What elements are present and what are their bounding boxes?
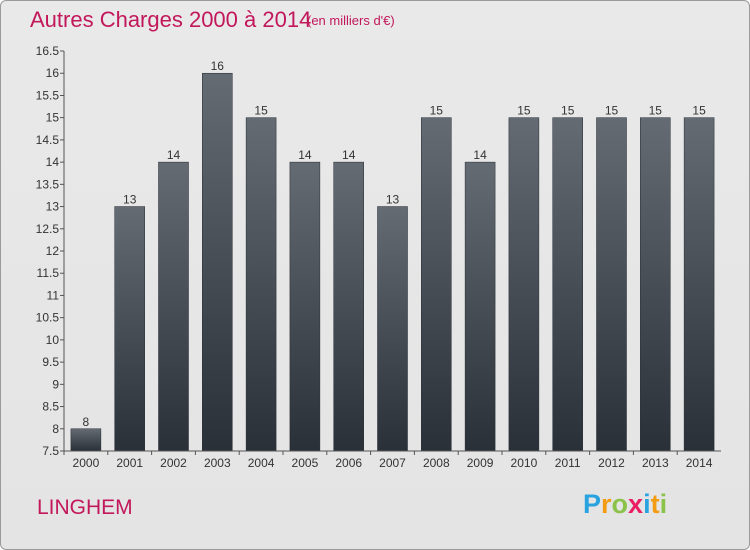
y-tick-label: 10.5 bbox=[36, 311, 60, 325]
bar-2000 bbox=[70, 428, 102, 452]
y-tick-label: 15.5 bbox=[36, 88, 60, 102]
commune-name: LINGHEM bbox=[37, 496, 133, 519]
x-tick-label: 2009 bbox=[467, 456, 494, 470]
data-label: 16 bbox=[211, 59, 225, 73]
bar-2010 bbox=[508, 117, 540, 452]
x-tick-label: 2010 bbox=[511, 456, 538, 470]
y-tick-label: 16 bbox=[46, 66, 60, 80]
bars: 8 13 14 16 15 14 14 13 15 14 15 15 15 15 15 bbox=[70, 59, 715, 452]
y-tick-label: 16.5 bbox=[36, 44, 60, 58]
y-tick-label: 14.5 bbox=[36, 133, 60, 147]
data-label: 15 bbox=[254, 104, 268, 118]
y-tick-label: 8.5 bbox=[42, 400, 59, 414]
logo-letter: x bbox=[628, 489, 644, 519]
x-tick-label: 2012 bbox=[598, 456, 625, 470]
logo-letter: t bbox=[650, 489, 660, 519]
x-tick-label: 2008 bbox=[423, 456, 450, 470]
data-label: 15 bbox=[649, 104, 663, 118]
data-label: 8 bbox=[83, 415, 90, 429]
bar-2005 bbox=[289, 161, 321, 452]
data-label: 15 bbox=[517, 104, 531, 118]
bar-2002 bbox=[158, 161, 189, 452]
logo-letter: i bbox=[659, 489, 668, 519]
data-label: 14 bbox=[167, 148, 181, 162]
bar-2003 bbox=[202, 72, 233, 452]
y-tick-label: 11.5 bbox=[37, 266, 60, 280]
x-tick-label: 2014 bbox=[686, 456, 713, 470]
y-tick-label: 12.5 bbox=[36, 222, 60, 236]
logo-letter: P bbox=[583, 489, 602, 519]
bar-2001 bbox=[114, 206, 145, 452]
x-tick-label: 2005 bbox=[292, 456, 319, 470]
logo-letter: o bbox=[611, 489, 629, 519]
data-label: 14 bbox=[298, 148, 312, 162]
x-tick-label: 2001 bbox=[116, 456, 143, 470]
y-tick-label: 9.5 bbox=[42, 355, 59, 369]
x-tick-label: 2013 bbox=[642, 456, 669, 470]
x-tick-label: 2002 bbox=[160, 456, 187, 470]
y-tick-label: 10 bbox=[46, 333, 60, 347]
data-label: 14 bbox=[473, 148, 487, 162]
logo-letter: i bbox=[643, 489, 651, 519]
bar-2014 bbox=[683, 117, 715, 452]
bar-2012 bbox=[596, 117, 627, 452]
x-tick-label: 2011 bbox=[555, 456, 581, 470]
data-label: 15 bbox=[561, 104, 575, 118]
y-tick-label: 9 bbox=[52, 377, 59, 391]
data-label: 14 bbox=[342, 148, 356, 162]
bar-2013 bbox=[640, 117, 671, 452]
bar-2009 bbox=[464, 161, 496, 452]
data-label: 15 bbox=[692, 104, 706, 118]
data-label: 13 bbox=[386, 193, 400, 207]
x-tick-label: 2003 bbox=[204, 456, 231, 470]
chart-subtitle: (en milliers d'€) bbox=[307, 13, 395, 28]
x-tick-label: 2004 bbox=[248, 456, 275, 470]
data-label: 15 bbox=[605, 104, 619, 118]
y-tick-label: 14 bbox=[46, 155, 60, 169]
bar-2011 bbox=[552, 117, 583, 452]
y-tick-label: 7.5 bbox=[42, 444, 59, 458]
x-tick-label: 2000 bbox=[73, 456, 100, 470]
proxiti-logo: Proxiti bbox=[583, 489, 667, 520]
y-tick-label: 13.5 bbox=[36, 177, 60, 191]
x-tick-label: 2006 bbox=[335, 456, 362, 470]
y-tick-label: 13 bbox=[46, 200, 60, 214]
y-tick-label: 15 bbox=[46, 111, 60, 125]
y-tick-label: 12 bbox=[46, 244, 60, 258]
x-axis: 2000 2001 2002 2003 2004 2005 2006 2007 2008 2009… bbox=[63, 450, 721, 470]
data-label: 13 bbox=[123, 193, 137, 207]
x-tick-label: 2007 bbox=[379, 456, 406, 470]
bar-2007 bbox=[377, 206, 408, 452]
bar-2008 bbox=[421, 117, 452, 452]
bar-2006 bbox=[333, 161, 364, 452]
logo-letter: r bbox=[601, 489, 612, 519]
y-tick-label: 8 bbox=[52, 422, 59, 436]
y-tick-label: 11 bbox=[47, 288, 60, 302]
y-axis: 7.5 8 8.5 9 9.5 10 10.5 11 11.5 12 12.5 13 13.5 14 14.… bbox=[36, 44, 65, 458]
bar-2004 bbox=[245, 117, 277, 452]
data-label: 15 bbox=[430, 104, 444, 118]
chart-title: Autres Charges 2000 à 2014 bbox=[30, 7, 312, 32]
